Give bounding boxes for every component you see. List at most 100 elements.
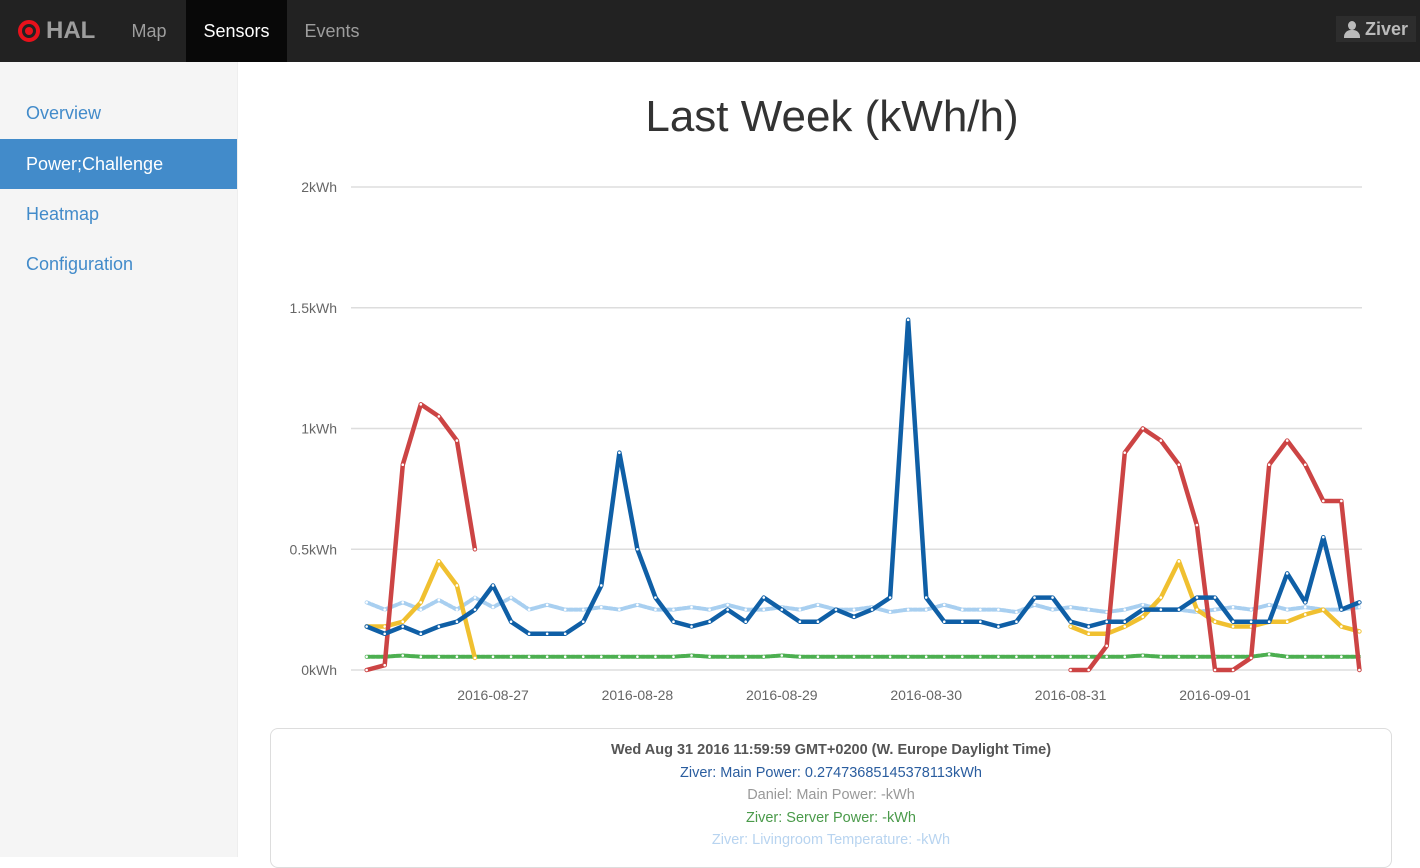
- data-point: [545, 632, 549, 636]
- data-point: [888, 655, 892, 659]
- data-point: [726, 608, 729, 611]
- y-tick-label: 1.5kWh: [290, 300, 337, 316]
- data-point: [1033, 655, 1036, 659]
- data-point: [383, 663, 386, 667]
- data-point: [1069, 625, 1072, 628]
- data-point: [419, 403, 423, 406]
- user-menu[interactable]: Ziver: [1336, 16, 1417, 42]
- brand-logo[interactable]: HAL: [18, 0, 95, 62]
- data-point: [491, 605, 495, 609]
- data-point: [762, 608, 766, 611]
- x-tick-label: 2016-08-30: [890, 687, 962, 703]
- data-point: [1340, 499, 1343, 503]
- data-point: [654, 596, 657, 599]
- sidebar-item-configuration[interactable]: Configuration: [26, 254, 134, 274]
- data-point: [942, 620, 946, 623]
- data-point: [1087, 655, 1090, 659]
- data-point: [1159, 608, 1163, 611]
- data-point: [419, 601, 423, 604]
- data-point: [816, 620, 820, 623]
- data-point: [906, 318, 910, 322]
- data-point: [726, 603, 729, 607]
- data-point: [690, 605, 693, 609]
- data-point: [870, 608, 874, 611]
- data-point: [1340, 655, 1343, 659]
- chart-title: Last Week (kWh/h): [645, 92, 1019, 141]
- data-point: [1051, 596, 1054, 599]
- data-point: [1123, 608, 1127, 611]
- data-point: [545, 603, 549, 607]
- data-point: [744, 655, 747, 659]
- data-point: [1123, 620, 1127, 623]
- data-point: [762, 596, 766, 599]
- data-point: [473, 547, 477, 551]
- data-point: [1105, 610, 1108, 614]
- navbar: HAL Map Sensors Events Ziver: [0, 0, 1420, 62]
- data-point: [1358, 668, 1361, 672]
- data-point: [1195, 523, 1199, 527]
- data-point: [1322, 655, 1325, 659]
- data-point: [365, 625, 368, 628]
- data-point: [888, 610, 892, 614]
- sidebar-item-heatmap[interactable]: Heatmap: [26, 204, 100, 224]
- data-point: [473, 596, 477, 599]
- data-point: [1069, 668, 1072, 672]
- data-point: [509, 596, 513, 599]
- data-point: [401, 654, 405, 657]
- data-point: [1015, 655, 1018, 659]
- data-point: [1177, 560, 1181, 563]
- data-point: [636, 603, 639, 607]
- nav-map[interactable]: Map: [131, 21, 167, 41]
- data-point: [1105, 620, 1108, 623]
- data-point: [618, 655, 621, 659]
- data-point: [1285, 608, 1289, 611]
- data-point: [834, 655, 838, 659]
- data-point: [509, 655, 513, 659]
- data-point: [816, 603, 820, 607]
- data-point: [1285, 572, 1289, 575]
- data-point: [1285, 655, 1289, 659]
- data-point: [1195, 608, 1199, 611]
- tooltip-entry-server-power: Ziver: Server Power: -kWh: [746, 809, 916, 826]
- data-point: [1267, 620, 1271, 623]
- data-point: [581, 655, 585, 659]
- data-point: [906, 655, 910, 659]
- data-point: [1322, 499, 1325, 503]
- y-tick-label: 0.5kWh: [290, 541, 337, 557]
- y-tick-label: 1kWh: [301, 421, 337, 437]
- data-point: [600, 655, 603, 659]
- data-point: [1285, 620, 1289, 623]
- data-point: [1087, 625, 1090, 628]
- data-point: [1105, 644, 1108, 648]
- data-point: [997, 625, 1000, 628]
- data-point: [1249, 608, 1253, 611]
- data-point: [563, 632, 567, 636]
- data-point: [942, 603, 946, 607]
- data-point: [1015, 620, 1018, 623]
- data-point: [1213, 596, 1217, 599]
- data-point: [979, 608, 982, 611]
- data-point: [419, 632, 423, 636]
- data-point: [491, 655, 495, 659]
- data-point: [1303, 655, 1307, 659]
- data-point: [563, 655, 567, 659]
- sidebar-item-power-challenge[interactable]: Power;Challenge: [0, 139, 237, 189]
- nav-sensors[interactable]: Sensors: [186, 0, 287, 62]
- data-point: [1033, 603, 1036, 607]
- data-point: [672, 620, 675, 623]
- data-point: [1141, 608, 1145, 611]
- data-point: [1177, 608, 1181, 611]
- data-point: [961, 620, 964, 623]
- chart-tooltip: Wed Aug 31 2016 11:59:59 GMT+0200 (W. Eu…: [270, 728, 1392, 868]
- data-point: [401, 601, 405, 604]
- nav-events[interactable]: Events: [304, 21, 360, 41]
- power-chart[interactable]: 0kWh 0.5kWh 1kWh 1.5kWh 2kWh 2016-08-27 2016-0…: [240, 160, 1420, 720]
- user-icon: [1344, 20, 1360, 38]
- data-point: [780, 654, 784, 657]
- data-point: [1087, 668, 1090, 672]
- data-point: [527, 608, 531, 611]
- data-point: [1231, 668, 1235, 672]
- sidebar-item-overview[interactable]: Overview: [26, 103, 102, 123]
- data-point: [1322, 608, 1325, 611]
- data-point: [1231, 655, 1235, 659]
